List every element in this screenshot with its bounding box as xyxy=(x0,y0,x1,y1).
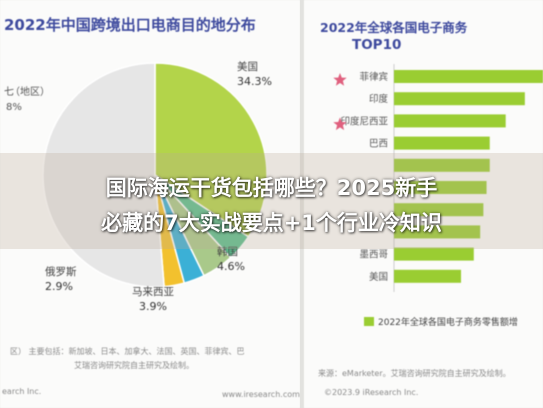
bar-footer-line-2: ©2023.9 iResearch Inc. xyxy=(324,388,419,397)
pie-footer-line-4: www.iresearch.com.cn xyxy=(222,390,300,399)
pie-label-4: 俄罗斯 xyxy=(45,265,77,278)
pie-footer-line-1: 区） 主要包括：新加坡、日本、加拿大、法国、英国、菲律宾、巴 xyxy=(10,347,245,356)
bar-3 xyxy=(394,136,490,150)
bar-4 xyxy=(394,158,490,172)
pie-value-2: 4.6% xyxy=(217,260,245,273)
overlay-title-line-1: 国际海运干货包括哪些？2025新手 xyxy=(105,176,438,200)
bar-5 xyxy=(394,181,487,194)
bar-category-label-9: 美国 xyxy=(369,271,388,283)
pie-partial-value: 8% xyxy=(6,102,22,113)
bar-6 xyxy=(394,203,484,217)
bar-chart-subtitle: TOP10 xyxy=(352,37,402,53)
bar-category-label-0: 菲律宾 xyxy=(359,71,388,83)
pie-label-2: 韩国 xyxy=(217,245,238,258)
bar-9 xyxy=(394,269,462,283)
pie-value-4: 2.9% xyxy=(45,280,73,293)
bar-category-label-2: 印度尼西亚 xyxy=(340,115,388,127)
overlay-title-line-2: 必藏的7大实战要点+1个行业冷知识 xyxy=(101,211,442,235)
title-overlay-band xyxy=(0,153,543,249)
bar-1 xyxy=(394,92,525,106)
panel-divider xyxy=(300,0,304,408)
star-marker-1 xyxy=(333,117,347,131)
pie-value-0: 34.3% xyxy=(237,75,272,88)
pie-label-1: 马来西亚 xyxy=(132,286,174,298)
bar-category-label-3: 巴西 xyxy=(369,139,388,150)
bar-footer-line-1: 来源：eMarketer。艾瑞咨询研究院自主研究及绘制。 xyxy=(318,369,511,378)
bar-chart-title: 2022年全球各国电子商务 xyxy=(320,20,468,35)
pie-partial-prefix: 七 xyxy=(4,86,14,98)
bar-7 xyxy=(394,225,481,239)
star-marker-0 xyxy=(333,73,347,86)
bar-category-label-8: 墨西哥 xyxy=(359,250,388,261)
pie-label-0: 美国 xyxy=(237,60,258,73)
bar-category-label-1: 印度 xyxy=(369,93,389,105)
pie-slice-5 xyxy=(42,62,165,288)
bar-legend-label: 2022年全球各国电子商务零售额增 xyxy=(378,316,518,328)
pie-chart-title: 2022年中国跨境出口电商目的地分布 xyxy=(4,16,256,34)
pie-partial-label: （地区） xyxy=(10,85,50,98)
pie-footer-line-3: 艾瑞咨询研究院自主研究及绘制。 xyxy=(74,361,194,370)
bar-chart-panel: 2022年全球各国电子商务 TOP10 菲律宾印度印度尼西亚巴西墨西哥美国 202… xyxy=(304,0,543,408)
pie-value-1: 3.9% xyxy=(139,300,167,313)
pie-footer-line-2: earch Inc. xyxy=(2,387,42,396)
pie-chart-panel: 2022年中国跨境出口电商目的地分布 七 （地区） 8% 美国 34.3% 马来西亚… xyxy=(0,0,300,408)
bar-0 xyxy=(394,70,543,83)
bar-legend-swatch xyxy=(364,317,374,326)
bar-2 xyxy=(394,114,506,128)
pie-chart: 七 （地区） 8% 美国 34.3% 马来西亚 3.9% 韩国 4.6% 俄罗斯 2.9% xyxy=(4,60,272,313)
bar-8 xyxy=(394,247,474,261)
